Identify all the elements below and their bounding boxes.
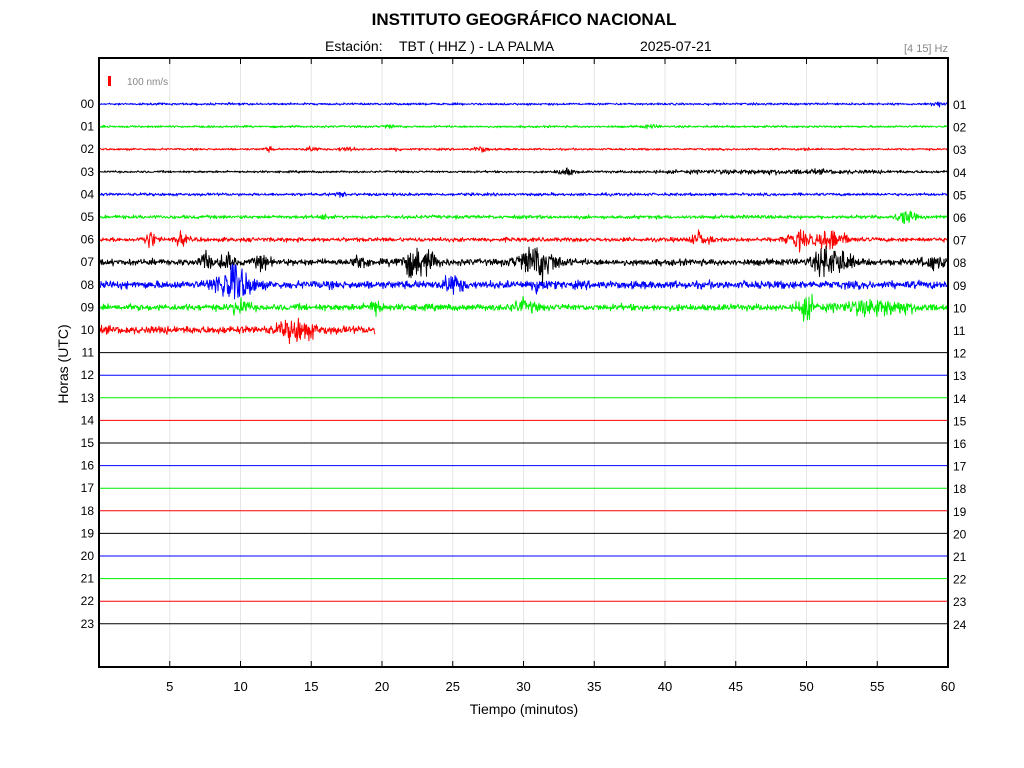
x-tick-label: 25 (446, 679, 460, 694)
trace-07 (98, 245, 949, 284)
x-tick-label: 50 (799, 679, 813, 694)
x-tick-label: 55 (870, 679, 884, 694)
scale-bar (108, 76, 111, 86)
y-tick-left: 01 (81, 120, 95, 134)
x-axis-label: Tiempo (minutos) (470, 701, 578, 717)
y-tick-right: 24 (953, 618, 967, 632)
y-tick-left: 11 (82, 346, 95, 360)
y-tick-right: 15 (953, 414, 967, 428)
y-tick-left: 08 (81, 278, 95, 292)
trace-03 (98, 167, 949, 176)
trace-02 (98, 145, 949, 153)
y-tick-left: 16 (81, 459, 95, 473)
y-tick-right: 13 (953, 369, 967, 383)
y-tick-right: 02 (953, 121, 967, 135)
y-tick-right: 06 (953, 211, 967, 225)
chart-title: INSTITUTO GEOGRÁFICO NACIONAL (372, 10, 677, 29)
y-tick-left: 22 (81, 594, 95, 608)
y-tick-left: 20 (81, 549, 95, 563)
y-tick-right: 21 (953, 550, 967, 564)
x-tick-label: 40 (658, 679, 672, 694)
y-tick-left: 19 (81, 526, 95, 540)
trace-06 (98, 229, 949, 253)
y-tick-left: 10 (81, 323, 95, 337)
y-tick-left: 04 (81, 187, 95, 201)
y-tick-left: 09 (81, 300, 95, 314)
y-tick-left: 13 (81, 391, 95, 405)
y-tick-right: 22 (953, 573, 967, 587)
x-tick-label: 5 (166, 679, 173, 694)
y-tick-left: 18 (81, 504, 95, 518)
y-tick-right: 19 (953, 505, 967, 519)
y-tick-right: 12 (953, 347, 967, 361)
y-tick-left: 07 (81, 255, 95, 269)
y-tick-right: 10 (953, 301, 967, 315)
x-tick-label: 45 (729, 679, 743, 694)
x-tick-label: 10 (233, 679, 247, 694)
y-tick-right: 09 (953, 279, 967, 293)
y-tick-left: 17 (81, 481, 95, 495)
y-tick-right: 03 (953, 143, 967, 157)
y-tick-right: 23 (953, 595, 967, 609)
y-tick-left: 06 (81, 233, 95, 247)
x-tick-label: 30 (516, 679, 530, 694)
y-tick-left: 14 (81, 413, 95, 427)
filter-label: [4 15] Hz (904, 43, 948, 55)
station-label: Estación: (325, 38, 383, 54)
trace-10 (98, 317, 376, 345)
y-tick-left: 02 (81, 142, 95, 156)
trace-09 (98, 293, 949, 322)
trace-05 (98, 210, 949, 225)
y-tick-left: 21 (81, 572, 95, 586)
y-tick-right: 16 (953, 437, 967, 451)
y-tick-right: 01 (953, 98, 967, 112)
x-tick-label: 60 (941, 679, 955, 694)
date-label: 2025-07-21 (640, 38, 712, 54)
y-tick-right: 17 (953, 460, 967, 474)
y-tick-left: 12 (81, 368, 95, 382)
scale-label: 100 nm/s (127, 77, 168, 88)
y-tick-left: 05 (81, 210, 95, 224)
x-tick-label: 35 (587, 679, 601, 694)
y-tick-right: 11 (953, 324, 966, 338)
x-tick-label: 15 (304, 679, 318, 694)
y-tick-right: 18 (953, 482, 967, 496)
trace-00 (98, 101, 949, 108)
trace-08 (98, 263, 949, 300)
station-name: TBT ( HHZ ) - LA PALMA (399, 38, 555, 54)
y-tick-right: 05 (953, 188, 967, 202)
y-tick-right: 07 (953, 234, 967, 248)
y-tick-left: 23 (81, 617, 95, 631)
trace-04 (99, 191, 949, 198)
x-tick-label: 20 (375, 679, 389, 694)
y-axis-label: Horas (UTC) (55, 324, 71, 403)
y-tick-right: 20 (953, 527, 967, 541)
y-tick-right: 04 (953, 166, 967, 180)
y-tick-left: 15 (81, 436, 95, 450)
y-tick-left: 03 (81, 165, 95, 179)
trace-01 (98, 123, 949, 130)
plot-area: 00 01 02 03 04 05 06 07 08 09 10 11 12 13 14 15 16 17 18 19… (81, 57, 967, 694)
y-tick-right: 14 (953, 392, 967, 406)
y-tick-right: 08 (953, 256, 967, 270)
y-tick-left: 00 (81, 97, 95, 111)
